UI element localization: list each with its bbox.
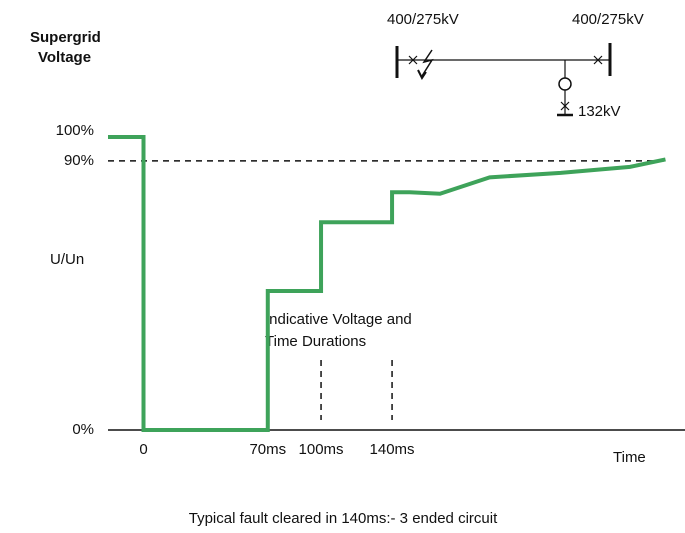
chart-title: Supergrid <box>30 29 101 46</box>
y-tick-label: 0% <box>72 421 94 438</box>
annotation: Indicative Voltage and <box>265 311 412 328</box>
y-tick-label: 100% <box>56 122 94 139</box>
y-axis-label: U/Un <box>50 251 84 268</box>
diagram-label: 132kV <box>578 103 621 120</box>
x-axis-label: Time <box>613 449 646 466</box>
annotation: Time Durations <box>265 333 366 350</box>
x-tick-label: 0 <box>139 441 147 458</box>
y-tick-label: 90% <box>64 152 94 169</box>
x-tick-label: 140ms <box>370 441 415 458</box>
voltage-line <box>108 134 666 432</box>
caption: Typical fault cleared in 140ms:- 3 ended… <box>189 510 498 527</box>
x-tick-label: 100ms <box>299 441 344 458</box>
x-tick-label: 70ms <box>249 441 286 458</box>
diagram-label: 400/275kV <box>387 11 459 28</box>
chart-title: Voltage <box>38 49 91 66</box>
diagram-label: 400/275kV <box>572 11 644 28</box>
circuit-diagram <box>395 43 612 117</box>
